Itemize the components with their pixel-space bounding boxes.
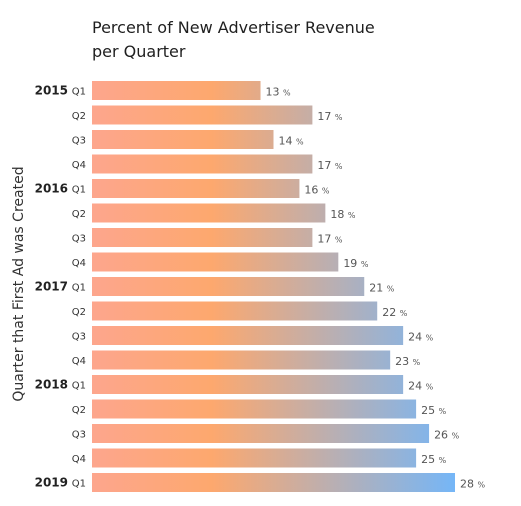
quarter-label: Q3 (72, 332, 86, 343)
bar-16 (92, 473, 455, 492)
value-label: 24 % (408, 380, 434, 393)
quarter-label: Q1 (72, 87, 86, 98)
bar-4 (92, 179, 300, 198)
bars-group: 2015 Q1 13 % Q2 17 % Q3 14 % Q4 17 % 2016 Q1 16 % Q2… (35, 81, 486, 492)
value-label: 14 % (279, 135, 305, 148)
bar-1 (92, 105, 313, 125)
value-label: 17 % (317, 110, 343, 123)
value-label: 17 % (317, 159, 343, 172)
bar-3 (92, 154, 313, 174)
value-label: 26 % (434, 429, 460, 442)
quarter-label: Q1 (72, 479, 86, 490)
quarter-label: Q4 (72, 356, 86, 367)
value-label: 25 % (421, 453, 447, 466)
value-label: 24 % (408, 331, 434, 344)
year-label: 2018 (35, 378, 68, 392)
quarter-label: Q2 (72, 307, 86, 318)
year-label: 2015 (35, 84, 68, 98)
quarter-label: Q2 (72, 111, 86, 122)
quarter-label: Q4 (72, 454, 86, 465)
value-label: 18 % (330, 208, 356, 221)
quarter-label: Q2 (72, 405, 86, 416)
bar-14 (92, 424, 430, 443)
chart-title-line-1: Percent of New Advertiser Revenue (92, 18, 375, 37)
bar-0 (92, 81, 261, 100)
value-label: 21 % (369, 282, 395, 295)
value-label: 22 % (382, 306, 408, 319)
year-label: 2016 (35, 182, 68, 196)
quarter-label: Q4 (72, 258, 86, 269)
bar-5 (92, 203, 326, 223)
bar-15 (92, 448, 417, 468)
quarter-label: Q1 (72, 185, 86, 196)
bar-9 (92, 301, 378, 321)
value-label: 23 % (395, 355, 421, 368)
bar-2 (92, 130, 274, 149)
quarter-label: Q4 (72, 160, 86, 171)
value-label: 13 % (266, 86, 292, 99)
value-label: 16 % (304, 184, 330, 197)
bar-6 (92, 228, 313, 247)
y-axis-label: Quarter that First Ad was Created (11, 166, 27, 401)
bar-11 (92, 350, 391, 370)
quarter-label: Q3 (72, 430, 86, 441)
bar-10 (92, 326, 404, 345)
bar-13 (92, 399, 417, 419)
chart-title-line-2: per Quarter (92, 42, 186, 61)
quarter-label: Q2 (72, 209, 86, 220)
bar-12 (92, 375, 404, 394)
value-label: 19 % (343, 257, 369, 270)
value-label: 17 % (317, 233, 343, 246)
bar-7 (92, 252, 339, 272)
quarter-label: Q1 (72, 283, 86, 294)
value-label: 28 % (460, 478, 486, 491)
year-label: 2019 (35, 476, 68, 490)
bar-8 (92, 277, 365, 296)
value-label: 25 % (421, 404, 447, 417)
quarter-label: Q1 (72, 381, 86, 392)
quarter-label: Q3 (72, 234, 86, 245)
quarter-label: Q3 (72, 136, 86, 147)
year-label: 2017 (35, 280, 68, 294)
